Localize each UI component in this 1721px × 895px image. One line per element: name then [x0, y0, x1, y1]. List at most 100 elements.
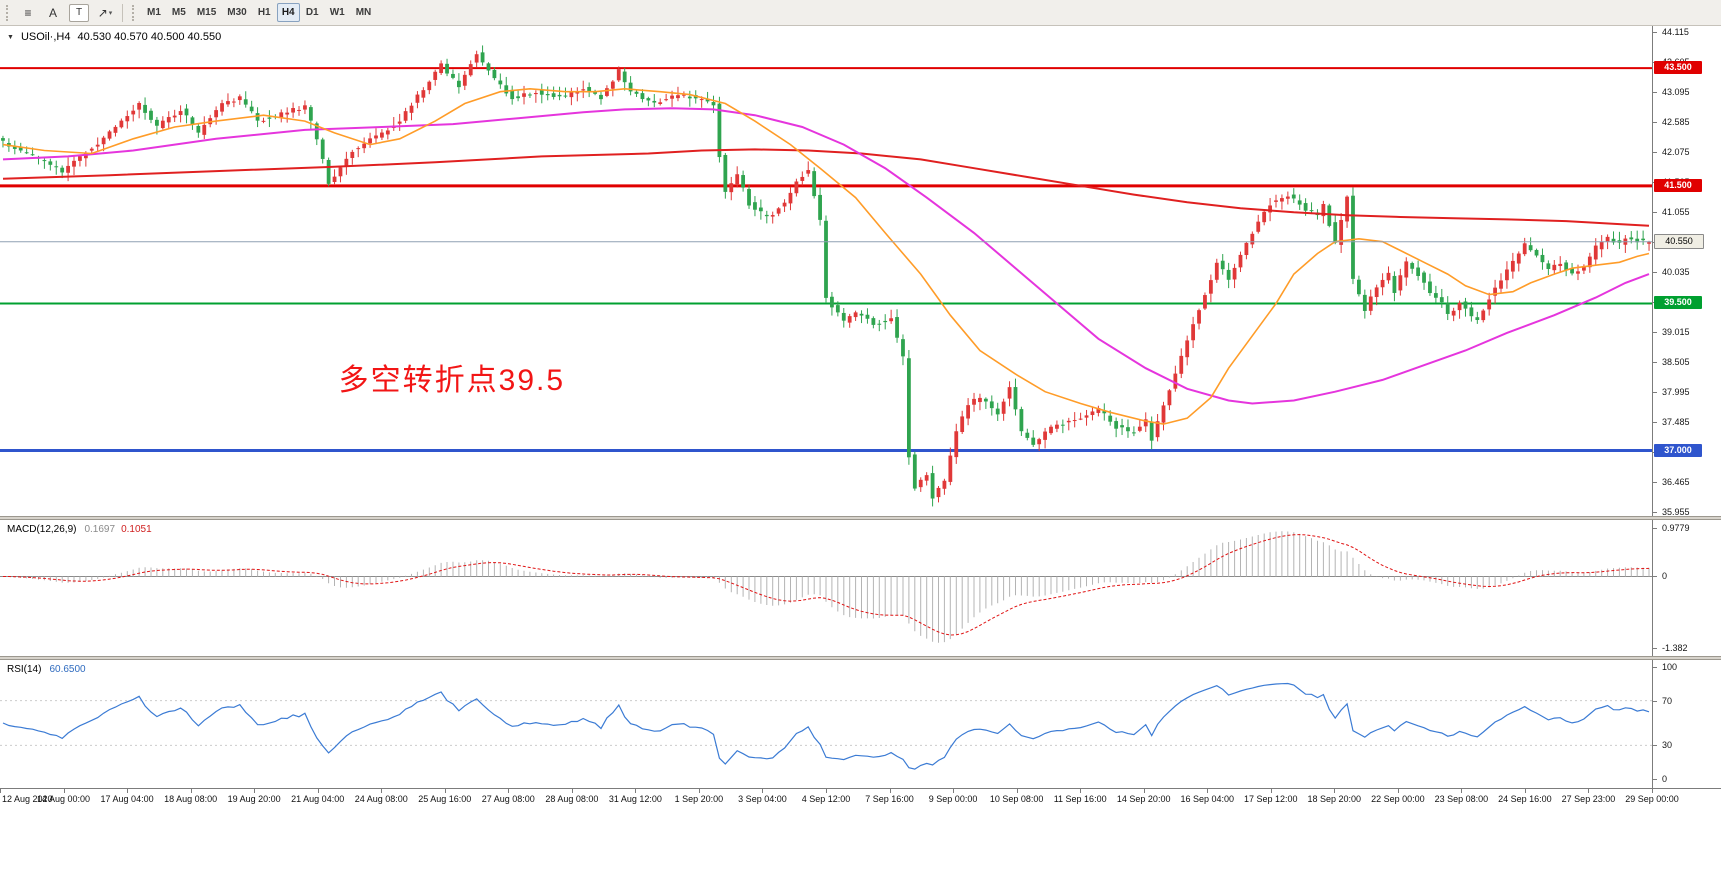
price-panel: ▼ USOil·,H4 40.530 40.570 40.500 40.550 … [0, 26, 1721, 517]
price-chart-canvas[interactable] [0, 26, 1652, 516]
arrow-tools-icon[interactable]: ↗ ▾ [97, 5, 113, 20]
price-tick-label: 38.505 [1662, 357, 1690, 367]
time-tick-label: 16 Sep 04:00 [1180, 794, 1234, 804]
rsi-panel: RSI(14) 60.6500 100 70 30 0 [0, 660, 1721, 788]
time-tick-label: 27 Aug 08:00 [481, 794, 535, 804]
timeframe-mn-button[interactable]: MN [355, 7, 372, 18]
time-tick-label: 1 Sep 20:00 [674, 794, 724, 804]
time-tick-mark [1588, 789, 1590, 793]
panel-separator[interactable] [0, 516, 1721, 520]
time-tick-mark [1207, 789, 1209, 793]
time-tick-label: 22 Sep 00:00 [1371, 794, 1425, 804]
time-tick-mark [1270, 789, 1272, 793]
text-box-icon[interactable]: T [69, 3, 89, 22]
time-tick-label: 11 Sep 16:00 [1053, 794, 1107, 804]
rsi-tick-label: 100 [1662, 662, 1678, 672]
rsi-tick-mark [1653, 779, 1657, 780]
macd-scale[interactable]: 0.9779 0 -1.382 [1652, 520, 1721, 656]
timeframe-m5-button[interactable]: M5 [171, 7, 186, 18]
price-tick-label: 37.995 [1662, 387, 1690, 397]
time-tick-label: 24 Aug 08:00 [354, 794, 408, 804]
time-tick-mark [953, 789, 955, 793]
macd-value-main: 0.1697 [84, 524, 116, 535]
timeframe-m1-button[interactable]: M1 [147, 7, 161, 18]
time-axis[interactable]: 12 Aug 2020 14 Aug 00:00 17 Aug 04:00 18 Au… [0, 788, 1721, 810]
macd-tick-label: -1.382 [1662, 643, 1688, 653]
rsi-tick-label: 70 [1662, 695, 1673, 706]
price-tick-mark [1653, 32, 1657, 33]
time-tick-mark [1016, 789, 1018, 793]
toolbar: ≡ A T ↗ ▾ M1 M5 M15 M30 H1 H4 D1 W1 MN [0, 0, 1721, 26]
macd-tick-label: 0 [1662, 571, 1668, 582]
rsi-tick-mark [1653, 745, 1657, 747]
toolbar-grip[interactable] [6, 4, 12, 21]
text-label-icon[interactable]: A [48, 5, 57, 20]
toolbar-separator [122, 3, 123, 22]
rsi-tick-label: 0 [1662, 774, 1668, 784]
time-tick-mark [889, 789, 891, 793]
chart-dropdown-icon[interactable]: ▼ [7, 33, 14, 41]
price-tick-mark [1653, 272, 1657, 273]
time-tick-label: 18 Sep 20:00 [1307, 794, 1362, 804]
price-tick-label: 41.055 [1662, 207, 1690, 217]
macd-panel: MACD(12,26,9) 0.1697 0.1051 0.9779 0 -1.382 [0, 520, 1721, 656]
time-tick-mark [571, 789, 573, 793]
time-tick-mark [1524, 789, 1526, 793]
timeframe-h4-button[interactable]: H4 [276, 3, 300, 22]
time-tick-label: 27 Sep 23:00 [1561, 794, 1616, 804]
time-tick-mark [1334, 789, 1336, 793]
rsi-name: RSI(14) [7, 664, 42, 675]
time-tick-label: 14 Aug 00:00 [37, 794, 91, 804]
time-tick-label: 25 Aug 16:00 [418, 794, 472, 804]
time-tick-mark [1080, 789, 1082, 793]
rsi-tick-mark [1653, 700, 1657, 702]
price-tick-label: 42.585 [1662, 117, 1690, 127]
time-tick-label: 31 Aug 12:00 [608, 794, 662, 804]
time-tick-label: 23 Sep 08:00 [1434, 794, 1489, 804]
rsi-label: RSI(14) 60.6500 [7, 664, 86, 675]
time-tick-mark [0, 789, 1, 793]
price-scale[interactable]: 44.11543.60543.09542.58542.07541.56541.0… [1652, 26, 1721, 517]
time-tick-label: 4 Sep 12:00 [801, 794, 851, 804]
time-tick-mark [63, 789, 65, 793]
price-level-badge: 43.500 [1654, 61, 1702, 75]
price-tick-mark [1653, 122, 1657, 123]
time-tick-label: 17 Aug 04:00 [100, 794, 154, 804]
timeframe-h1-button[interactable]: H1 [257, 7, 271, 18]
timeframe-m30-button[interactable]: M30 [227, 7, 247, 18]
time-tick-label: 21 Aug 04:00 [291, 794, 345, 804]
time-tick-mark [1143, 789, 1145, 793]
timeframe-w1-button[interactable]: W1 [329, 7, 345, 18]
timeframe-m15-button[interactable]: M15 [196, 7, 217, 18]
price-tick-mark [1653, 92, 1657, 93]
time-tick-label: 14 Sep 20:00 [1116, 794, 1171, 804]
time-tick-mark [1652, 789, 1653, 793]
dropdown-arrow-icon: ▾ [108, 9, 113, 17]
toolbar-grip[interactable] [132, 4, 138, 21]
rsi-tick-mark [1653, 667, 1657, 668]
price-tick-mark [1653, 422, 1657, 423]
time-tick-mark [254, 789, 256, 793]
price-tick-mark [1653, 362, 1657, 363]
macd-canvas[interactable] [0, 520, 1652, 656]
time-tick-label: 29 Sep 00:00 [1625, 794, 1679, 804]
rsi-scale[interactable]: 100 70 30 0 [1652, 660, 1721, 788]
time-tick-label: 12 Aug 2020 [2, 794, 53, 804]
macd-tick-mark [1653, 528, 1657, 529]
time-tick-mark [317, 789, 319, 793]
macd-tick-label: 0.9779 [1662, 523, 1690, 533]
panel-separator[interactable] [0, 656, 1721, 660]
timeframe-d1-button[interactable]: D1 [305, 7, 319, 18]
time-tick-mark [381, 789, 383, 793]
time-tick-mark [826, 789, 827, 793]
price-tick-label: 44.115 [1662, 27, 1689, 37]
price-tick-label: 37.485 [1662, 417, 1690, 427]
chart-annotation: 多空转折点39.5 [338, 364, 566, 398]
time-tick-mark [762, 789, 764, 793]
rsi-canvas[interactable] [0, 660, 1652, 788]
timeframe-group: M1 M5 M15 M30 H1 H4 D1 W1 MN [142, 3, 376, 22]
time-tick-mark [1461, 789, 1463, 793]
line-studies-icon[interactable]: ≡ [24, 5, 32, 20]
time-tick-mark [190, 789, 192, 793]
macd-tick-mark [1653, 576, 1657, 578]
